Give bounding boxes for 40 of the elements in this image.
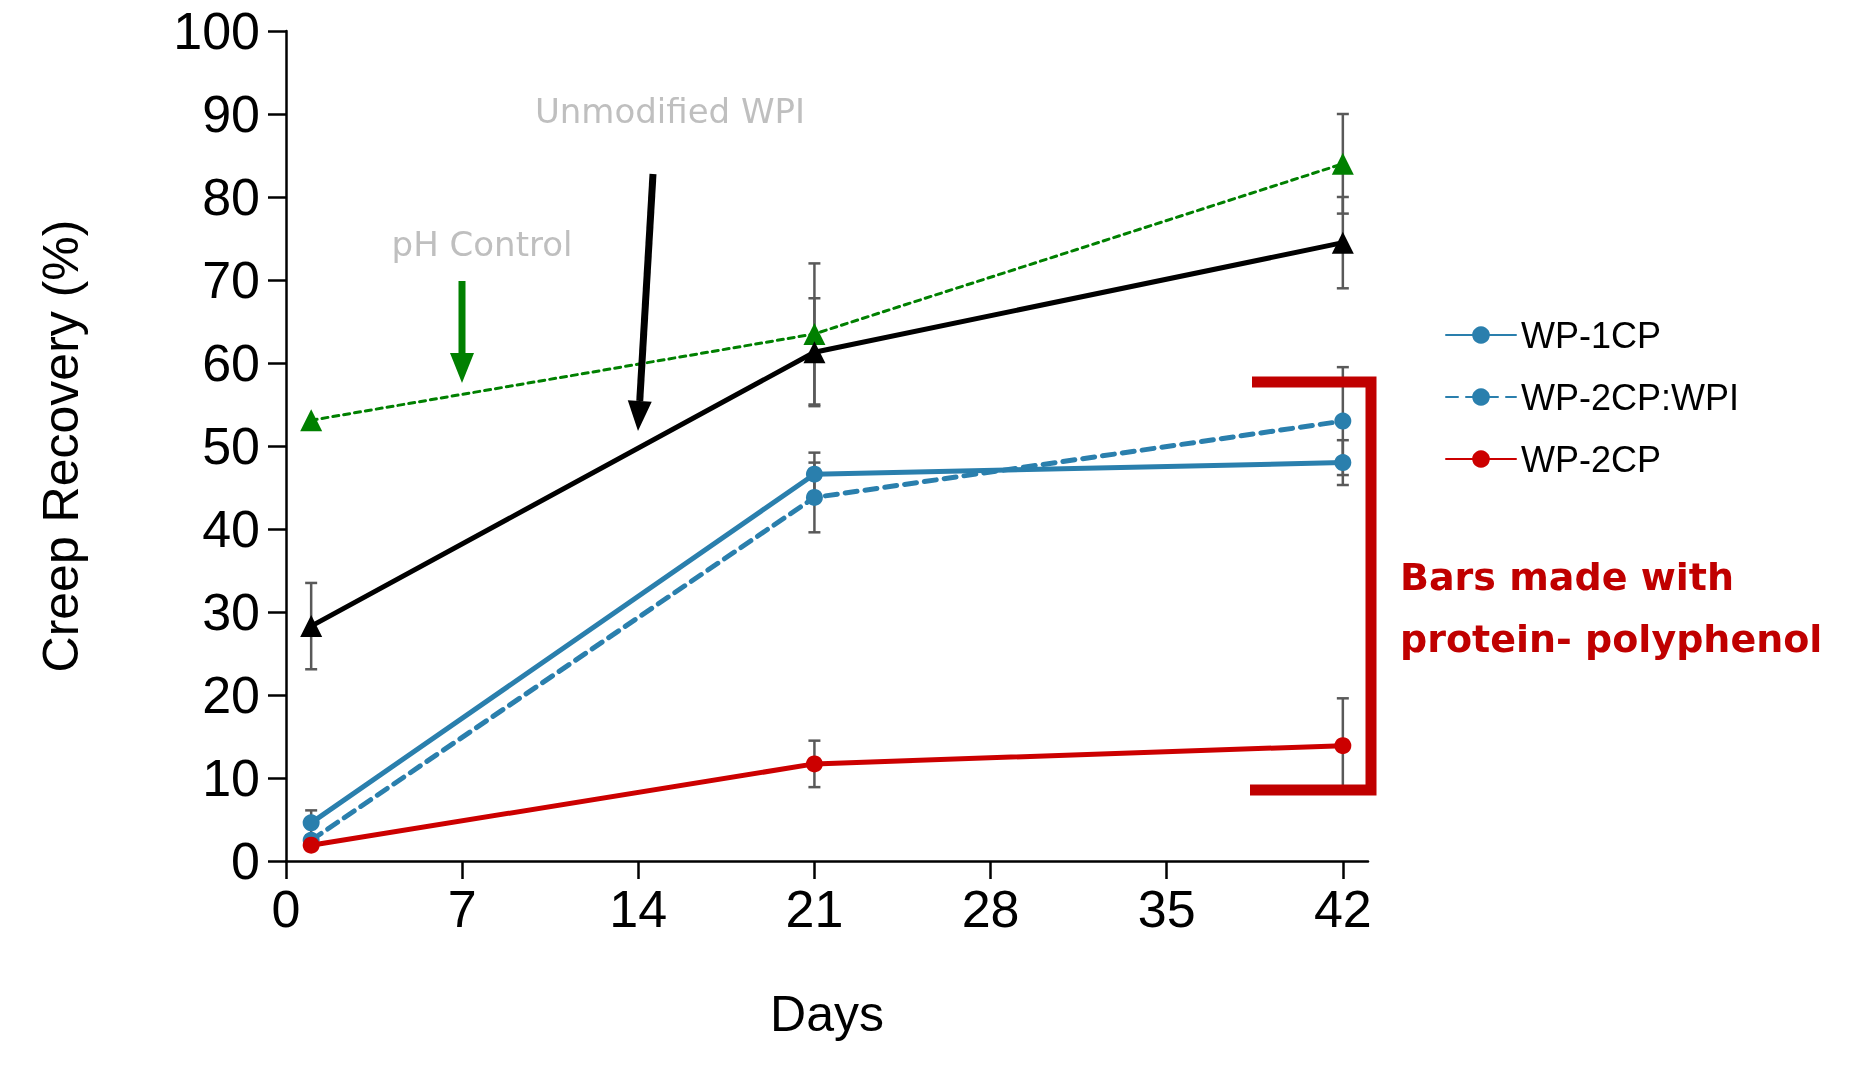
point (1334, 737, 1352, 755)
point (805, 465, 823, 483)
y-tick-label: 100 (173, 2, 260, 60)
y-tick-label: 60 (202, 334, 260, 392)
point (302, 836, 320, 854)
y-tick-label: 90 (202, 85, 260, 143)
point (1331, 152, 1354, 175)
point (803, 341, 826, 364)
x-axis-title: Days (770, 986, 884, 1042)
legend-label: WP-1CP (1521, 314, 1662, 356)
point (805, 755, 823, 773)
y-tick-label: 30 (202, 583, 260, 641)
point (1334, 412, 1352, 430)
x-tick-label: 35 (1137, 880, 1196, 938)
annotation: pH Control (391, 224, 573, 264)
y-tick-label: 50 (202, 417, 260, 475)
legend-label: WP-2CP:WPI (1521, 376, 1740, 418)
legend-label: WP-2CP (1521, 438, 1662, 480)
point (1334, 454, 1352, 472)
point (1331, 231, 1354, 254)
x-tick-label: 14 (609, 880, 668, 938)
point (805, 488, 823, 506)
point (300, 409, 323, 432)
point (300, 615, 323, 638)
annotation: Unmodified WPI (534, 91, 806, 131)
y-tick-label: 20 (202, 666, 260, 724)
x-tick-label: 7 (447, 880, 477, 938)
y-tick-label: 80 (202, 168, 260, 226)
x-tick-label: 42 (1313, 880, 1372, 938)
text: Bars made with protein- polyphenol (1400, 555, 1823, 661)
x-tick-label: 28 (961, 880, 1020, 938)
y-tick-label: 10 (202, 749, 260, 807)
x-tick-label: 0 (271, 880, 301, 938)
point (302, 814, 320, 832)
y-tick-label: 40 (202, 500, 260, 558)
x-tick-label: 21 (785, 880, 844, 938)
y-tick-label: 0 (231, 832, 260, 890)
y-tick-label: 70 (202, 251, 260, 309)
y-axis-title: Creep Recovery (%) (33, 219, 89, 673)
point (803, 322, 826, 345)
